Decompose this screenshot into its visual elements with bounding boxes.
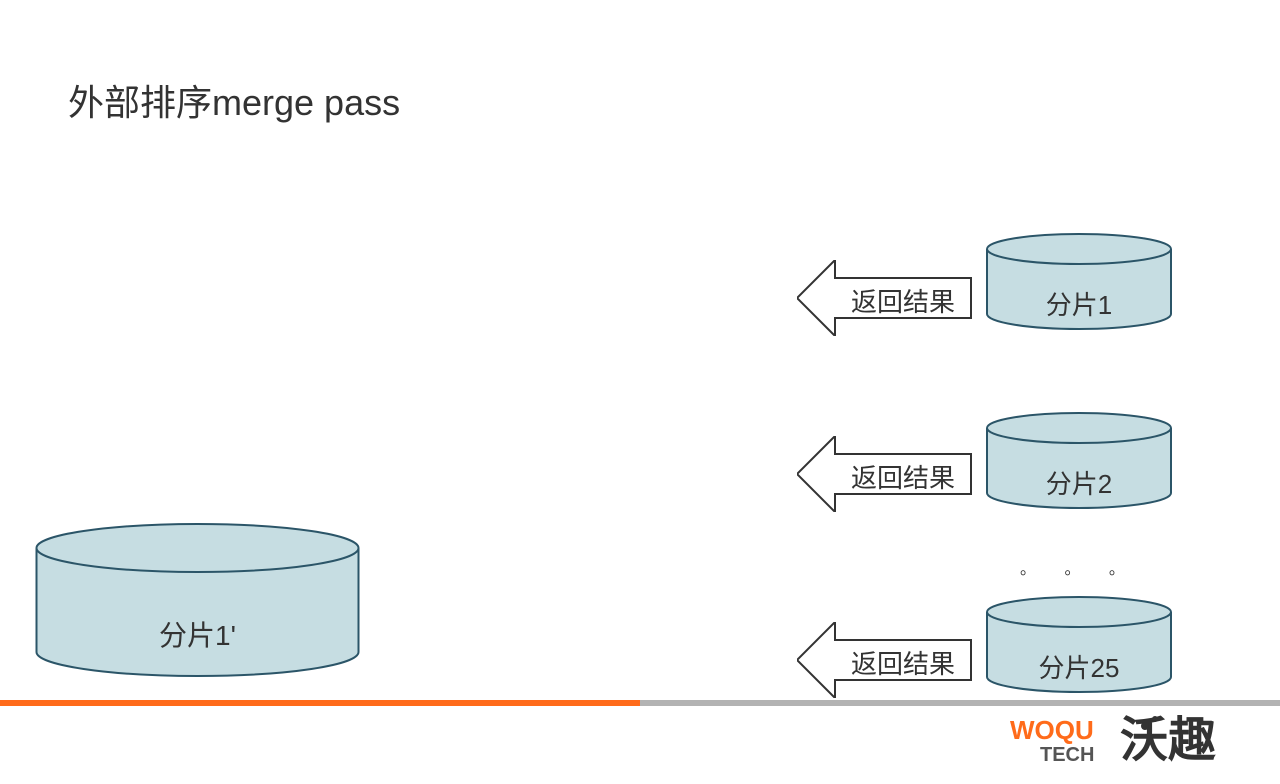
ellipsis-dots: 。 。 。 — [1020, 555, 1137, 579]
bottom-line-gray — [640, 700, 1280, 706]
arrow-return-1-label: 返回结果 — [839, 282, 967, 319]
cylinder-shard-2-label: 分片2 — [986, 464, 1172, 501]
woqu-tech-logo: WOQU TECH 沃趣 — [1010, 711, 1270, 776]
cylinder-shard-25: 分片25 — [986, 612, 1172, 692]
cylinder-shard-1: 分片1 — [986, 249, 1172, 329]
cylinder-left-label: 分片1' — [35, 614, 360, 654]
cylinder-left-big: 分片1' — [35, 548, 360, 676]
bottom-line-accent — [0, 700, 640, 706]
svg-text:WOQU: WOQU — [1010, 715, 1094, 745]
cylinder-shard-2: 分片2 — [986, 428, 1172, 508]
arrow-return-2: 返回结果 — [797, 436, 972, 512]
arrow-return-1: 返回结果 — [797, 260, 972, 336]
svg-text:沃趣: 沃趣 — [1120, 714, 1216, 767]
cylinder-shard-25-label: 分片25 — [986, 648, 1172, 685]
cylinder-shard-1-label: 分片1 — [986, 285, 1172, 322]
arrow-return-3: 返回结果 — [797, 622, 972, 698]
svg-text:TECH: TECH — [1040, 744, 1094, 766]
arrow-return-3-label: 返回结果 — [839, 644, 967, 681]
arrow-return-2-label: 返回结果 — [839, 458, 967, 495]
page-title: 外部排序merge pass — [68, 74, 400, 126]
